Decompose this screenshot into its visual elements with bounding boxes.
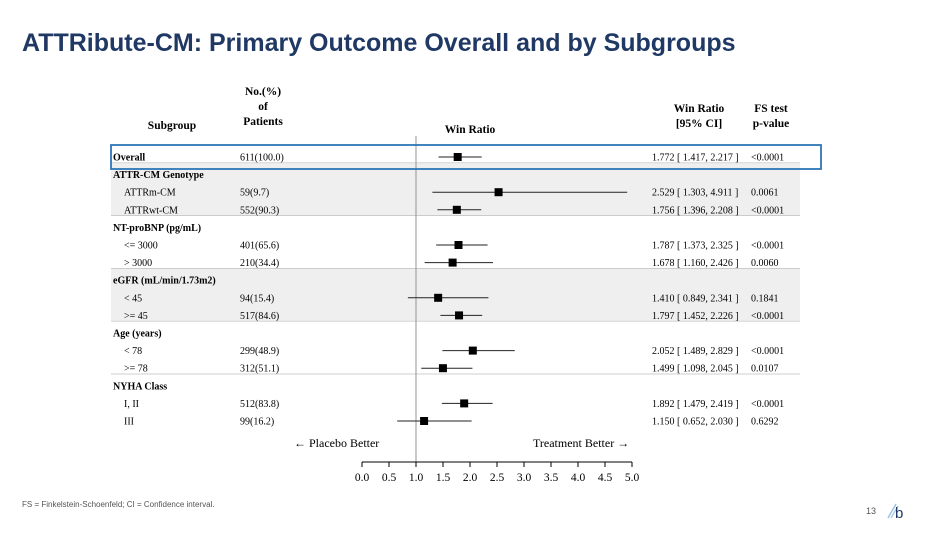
patients-value: 611(100.0) <box>240 153 284 164</box>
header-patients: of <box>258 101 268 113</box>
win-ratio-ci-value: 1.787 [ 1.373, 2.325 ] <box>652 241 739 252</box>
forest-plot: Subgroup No.(%) of Patients Win Ratio Win Rat… <box>110 86 822 484</box>
win-ratio-ci-value: 1.797 [ 1.452, 2.226 ] <box>652 311 739 322</box>
x-tick-label: 4.0 <box>571 472 586 484</box>
overall-highlight-box <box>110 144 822 170</box>
subgroup-label: ATTRm-CM <box>124 188 176 199</box>
header-patients: Patients <box>243 116 283 128</box>
treatment-better-label: Treatment Better → <box>533 436 629 450</box>
x-tick-label: 3.5 <box>544 472 559 484</box>
patients-value: 94(15.4) <box>240 293 274 304</box>
header-subgroup: Subgroup <box>148 120 196 132</box>
win-ratio-ci-value: 1.150 [ 0.652, 2.030 ] <box>652 417 739 428</box>
group-header: Age (years) <box>113 329 162 340</box>
win-ratio-ci-value: 1.756 [ 1.396, 2.208 ] <box>652 205 739 216</box>
subgroup-label: < 78 <box>124 346 142 357</box>
subgroup-label: > 3000 <box>124 258 152 269</box>
p-value: <0.0001 <box>751 399 784 410</box>
p-value: 0.0060 <box>751 258 779 269</box>
win-ratio-ci-value: 1.772 [ 1.417, 2.217 ] <box>652 153 739 164</box>
subgroup-label: < 45 <box>124 293 142 304</box>
header-patients: No.(%) <box>245 86 281 98</box>
group-header: eGFR (mL/min/1.73m2) <box>113 276 216 287</box>
patients-value: 299(48.9) <box>240 346 279 357</box>
x-tick-label: 3.0 <box>517 472 532 484</box>
win-ratio-ci-value: 1.892 [ 1.479, 2.419 ] <box>652 399 739 410</box>
group-header: ATTR-CM Genotype <box>113 170 204 181</box>
subgroup-label: <= 3000 <box>124 241 158 252</box>
win-ratio-ci-value: 1.410 [ 0.849, 2.341 ] <box>652 293 739 304</box>
header-pvalue: FS test <box>754 103 788 115</box>
p-value: 0.0061 <box>751 188 779 199</box>
p-value: 0.1841 <box>751 293 779 304</box>
patients-value: 312(51.1) <box>240 364 279 375</box>
x-tick-label: 0.0 <box>355 472 370 484</box>
subgroup-label: >= 45 <box>124 311 148 322</box>
point-estimate <box>448 258 457 267</box>
point-estimate <box>452 205 461 214</box>
p-value: <0.0001 <box>751 153 784 164</box>
win-ratio-ci-value: 2.529 [ 1.303, 4.911 ] <box>652 188 738 199</box>
p-value: <0.0001 <box>751 346 784 357</box>
subgroup-label: ATTRwt-CM <box>124 205 178 216</box>
win-ratio-ci-value: 1.499 [ 1.098, 2.045 ] <box>652 364 739 375</box>
point-estimate <box>438 364 447 373</box>
win-ratio-ci-value: 1.678 [ 1.160, 2.426 ] <box>652 258 739 269</box>
p-value: 0.0107 <box>751 364 779 375</box>
p-value: <0.0001 <box>751 311 784 322</box>
subgroup-label: III <box>124 417 134 428</box>
subgroup-label: >= 78 <box>124 364 148 375</box>
x-tick-label: 2.0 <box>463 472 478 484</box>
patients-value: 552(90.3) <box>240 205 279 216</box>
header-win-ratio: Win Ratio <box>445 124 496 136</box>
p-value: <0.0001 <box>751 241 784 252</box>
patients-value: 512(83.8) <box>240 399 279 410</box>
patients-value: 210(34.4) <box>240 258 279 269</box>
placebo-better-label: ← Placebo Better <box>294 436 379 450</box>
x-tick-label: 1.5 <box>436 472 451 484</box>
slide-title: ATTRibute-CM: Primary Outcome Overall an… <box>22 29 736 57</box>
point-estimate <box>468 346 477 355</box>
p-value: 0.6292 <box>751 417 779 428</box>
svg-text:b: b <box>895 505 903 522</box>
point-estimate <box>455 311 464 320</box>
point-estimate <box>454 241 463 249</box>
x-tick-label: 0.5 <box>382 472 397 484</box>
win-ratio-ci-value: 2.052 [ 1.489, 2.829 ] <box>652 346 739 357</box>
group-header: NT-proBNP (pg/mL) <box>113 223 201 234</box>
page-number: 13 <box>866 506 877 516</box>
header-pvalue: p-value <box>753 118 789 130</box>
p-value: <0.0001 <box>751 205 784 216</box>
footnote: FS = Finkelstein-Schoenfeld; CI = Confid… <box>22 500 215 509</box>
point-estimate <box>434 293 443 302</box>
group-header: NYHA Class <box>113 381 167 392</box>
point-estimate <box>453 153 462 161</box>
header-ci: [95% CI] <box>676 118 722 130</box>
x-tick-label: 1.0 <box>409 472 424 484</box>
company-logo-icon: b <box>887 503 903 522</box>
x-tick-label: 4.5 <box>598 472 613 484</box>
subgroup-label: I, II <box>124 399 139 410</box>
point-estimate <box>460 399 469 408</box>
x-tick-label: 5.0 <box>625 472 640 484</box>
patients-value: 99(16.2) <box>240 417 274 428</box>
point-estimate <box>494 188 503 197</box>
patients-value: 517(84.6) <box>240 311 279 322</box>
patients-value: 401(65.6) <box>240 241 279 252</box>
header-ci: Win Ratio <box>674 103 725 115</box>
x-tick-label: 2.5 <box>490 472 505 484</box>
patients-value: 59(9.7) <box>240 188 269 199</box>
point-estimate <box>420 417 429 425</box>
subgroup-label: Overall <box>113 153 145 164</box>
